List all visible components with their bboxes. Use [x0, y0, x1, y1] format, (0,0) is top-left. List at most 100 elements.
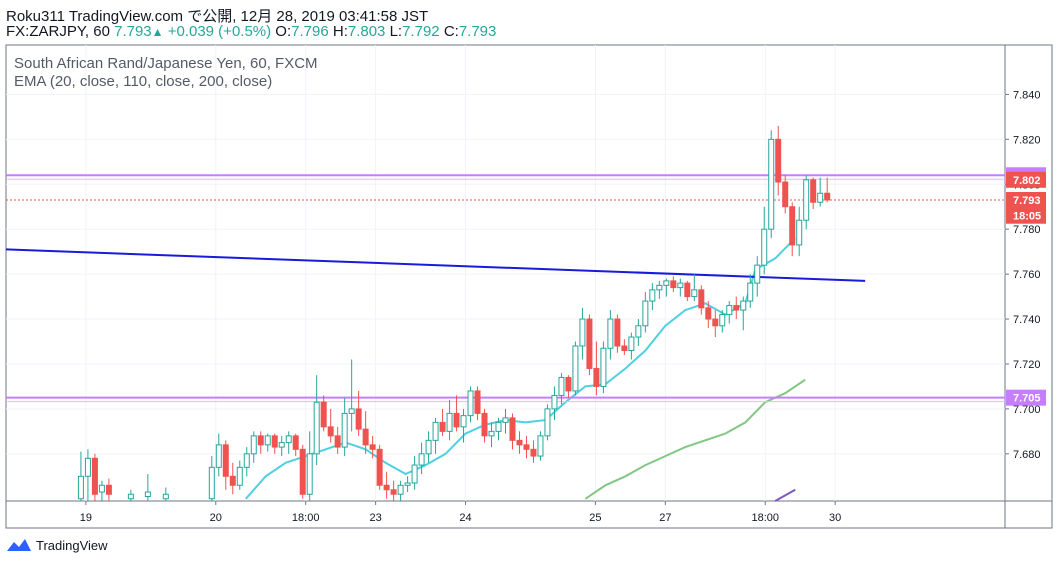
candle-up	[628, 336, 635, 351]
candle-up	[747, 282, 754, 302]
x-tick-label: 19	[80, 512, 92, 524]
y-tick-label: 7.680	[1013, 449, 1041, 461]
candle-up	[726, 305, 733, 316]
price-tag-label: 7.802	[1013, 175, 1041, 187]
horizontal-lines	[6, 174, 1005, 403]
ema-lines	[245, 237, 806, 502]
price-tag	[1006, 171, 1046, 188]
candle-down	[362, 428, 369, 446]
candle-up	[579, 318, 586, 347]
candle-down	[334, 435, 341, 448]
chart-frame	[5, 44, 1053, 529]
candle-down	[390, 489, 397, 495]
candle-up	[264, 435, 271, 446]
time-axis[interactable]: 19 20 18:00 23 24 25 27 18:00 30	[80, 501, 842, 524]
candle-up	[663, 280, 670, 286]
candle-down	[523, 444, 530, 450]
candle-down	[327, 426, 334, 437]
candle-up	[551, 394, 558, 410]
high-label: H:	[332, 23, 348, 40]
candle-up	[488, 430, 495, 437]
candle-up	[607, 318, 614, 349]
close-label: C:	[443, 23, 459, 40]
candle-down	[705, 307, 712, 320]
ema-200-line	[774, 488, 796, 502]
x-tick-label: 23	[370, 512, 382, 524]
x-tick-label: 18:00	[751, 512, 779, 524]
candle-up	[404, 482, 411, 486]
x-tick-label: 24	[459, 512, 471, 524]
candle-down	[474, 390, 481, 414]
candle-up	[162, 493, 169, 500]
y-tick-label: 7.740	[1013, 314, 1041, 326]
candle-down	[292, 435, 299, 450]
candle-up	[460, 415, 467, 428]
candle-down	[593, 367, 600, 387]
y-tick-label: 7.760	[1013, 269, 1041, 281]
ema-110-line	[584, 378, 806, 500]
chart-header-ohlc: FX:ZARJPY, 60 7.793▲ +0.039 (+0.5%) O:7.…	[6, 23, 496, 40]
candle-up	[649, 289, 656, 302]
candle-up	[754, 264, 761, 284]
candle-down	[516, 439, 523, 446]
candle-down	[222, 444, 229, 477]
candle-down	[320, 401, 327, 428]
candle-up	[397, 484, 404, 495]
candle-down	[91, 457, 98, 495]
candle-down	[810, 179, 817, 203]
y-tick-label: 7.700	[1013, 404, 1041, 416]
tradingview-branding[interactable]: TradingView	[6, 537, 108, 553]
candle-up	[77, 475, 84, 500]
price-tag	[1006, 207, 1046, 224]
candle-up	[495, 421, 502, 432]
y-tick-label: 7.840	[1013, 89, 1041, 101]
candle-down	[299, 448, 306, 495]
trendline-layer	[5, 248, 866, 282]
candle-up	[467, 390, 474, 417]
candle-up	[558, 376, 565, 396]
ema-20-line	[245, 237, 796, 500]
candle-down	[369, 444, 376, 450]
candle-down	[376, 448, 383, 486]
candles	[77, 125, 831, 501]
x-tick-label: 18:00	[292, 512, 320, 524]
low-label: L:	[389, 23, 403, 40]
chart-title: South African Rand/Japanese Yen, 60, FXC…	[14, 55, 318, 72]
candle-up	[243, 453, 250, 468]
up-triangle-icon: ▲	[151, 25, 164, 39]
candle-up	[250, 435, 257, 455]
indicator-legend: EMA (20, close, 110, close, 200, close)	[14, 73, 272, 90]
candle-up	[215, 444, 222, 468]
x-tick-label: 25	[589, 512, 601, 524]
candle-up	[98, 484, 105, 493]
candle-up	[642, 300, 649, 327]
candle-up	[285, 435, 292, 444]
candle-up	[313, 401, 320, 455]
price-tag-label: 7.793	[1013, 195, 1041, 207]
candle-up	[502, 417, 509, 423]
candle-down	[782, 181, 789, 208]
candle-up	[761, 228, 768, 266]
candle-down	[698, 289, 705, 309]
candle-up	[306, 453, 313, 495]
candle-up	[817, 192, 824, 203]
candle-down	[453, 412, 460, 428]
x-tick-label: 20	[210, 512, 222, 524]
candle-up	[719, 314, 726, 327]
open-value: 7.796	[291, 23, 329, 40]
candle-up	[544, 408, 551, 437]
candle-up	[348, 408, 355, 414]
x-tick-label: 27	[659, 512, 671, 524]
candle-up	[425, 439, 432, 455]
candle-up	[446, 412, 453, 432]
trendline	[5, 248, 866, 282]
candle-down	[824, 192, 831, 201]
candle-down	[439, 421, 446, 432]
price-tag-label: 18:05	[1013, 211, 1041, 223]
candle-down	[586, 318, 593, 369]
candle-down	[684, 282, 691, 298]
candle-up	[803, 179, 810, 221]
candle-up	[411, 464, 418, 484]
